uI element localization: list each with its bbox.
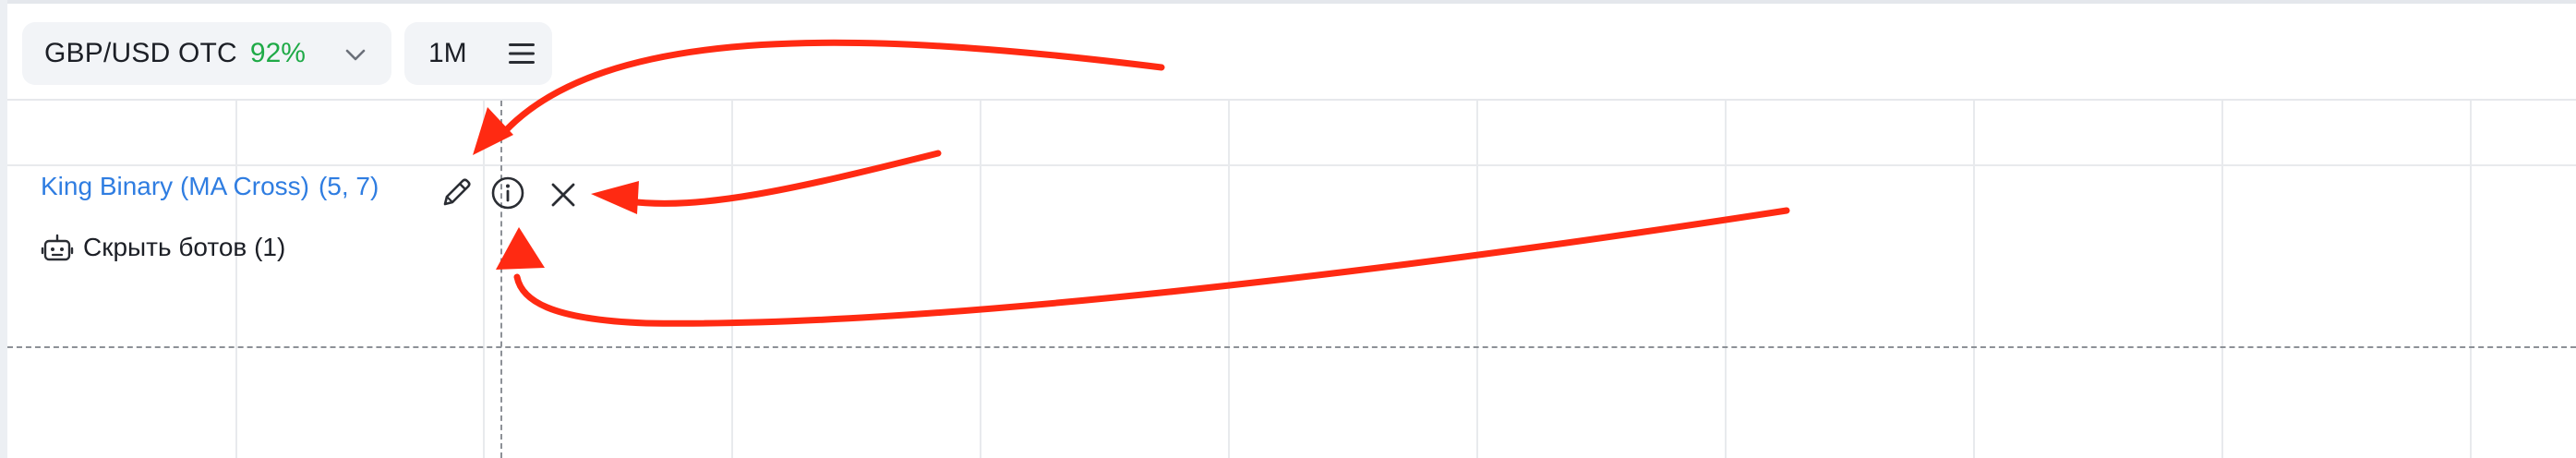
hide-bots-button[interactable]: Скрыть ботов (1) xyxy=(41,231,285,264)
timeframe-label: 1M xyxy=(428,38,467,68)
grid-line xyxy=(2470,101,2472,458)
chart-toolbar: GBP/USD OTC 92% 1M xyxy=(0,4,2576,101)
timeframe-selector[interactable]: 1M xyxy=(404,22,552,85)
grid-line xyxy=(483,101,485,458)
asset-name: GBP/USD OTC xyxy=(44,38,237,68)
asset-selector[interactable]: GBP/USD OTC 92% xyxy=(22,22,391,85)
indicator-legend[interactable]: King Binary (MA Cross) (5, 7) xyxy=(41,172,379,201)
grid-line xyxy=(7,164,2576,166)
grid-line xyxy=(2221,101,2223,458)
chevron-down-icon xyxy=(345,49,366,61)
grid-line xyxy=(980,101,981,458)
indicator-title[interactable]: King Binary (MA Cross) xyxy=(41,172,309,200)
grid-line xyxy=(235,101,237,458)
grid-line xyxy=(1973,101,1975,458)
robot-icon xyxy=(41,234,74,261)
chart-area[interactable] xyxy=(7,101,2576,458)
info-icon[interactable] xyxy=(489,175,526,211)
crosshair-horizontal xyxy=(7,346,2576,348)
grid-line xyxy=(1228,101,1230,458)
pencil-icon[interactable] xyxy=(438,175,475,211)
window-border-left xyxy=(0,0,7,458)
close-icon[interactable] xyxy=(545,176,582,213)
asset-payout: 92% xyxy=(249,38,306,68)
window-border-top xyxy=(0,0,2576,4)
grid-line xyxy=(731,101,733,458)
hide-bots-label: Скрыть ботов (1) xyxy=(83,233,286,261)
grid-line xyxy=(1725,101,1727,458)
menu-icon[interactable] xyxy=(508,42,536,66)
indicator-params[interactable]: (5, 7) xyxy=(318,172,379,200)
crosshair-vertical xyxy=(500,101,502,458)
grid-line xyxy=(1476,101,1478,458)
